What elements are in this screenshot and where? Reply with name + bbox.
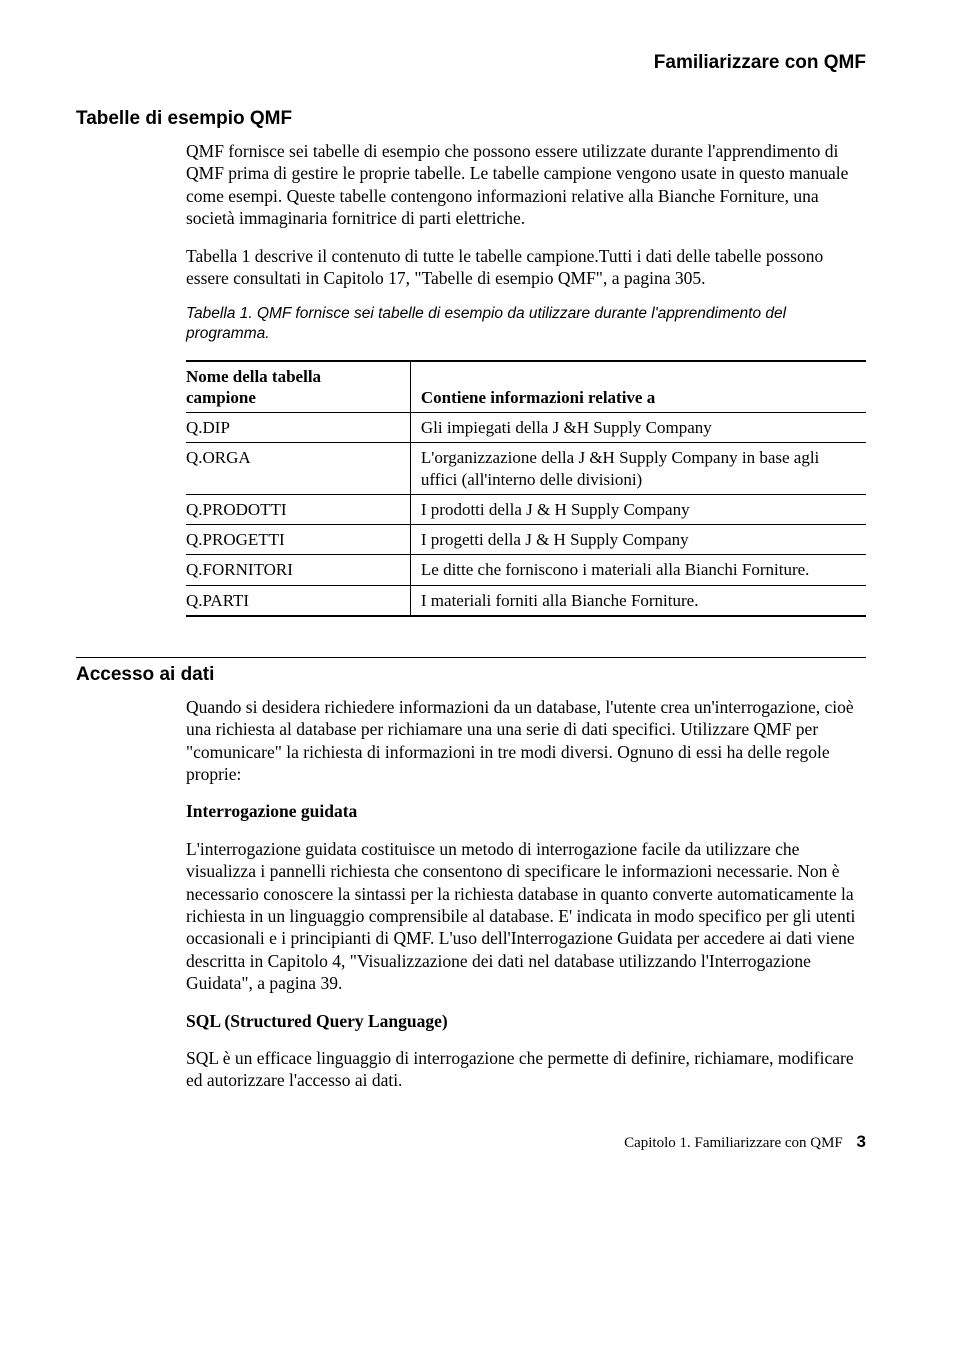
- page: Familiarizzare con QMF Tabelle di esempi…: [0, 0, 960, 1192]
- footer-chapter: Capitolo 1. Familiarizzare con QMF: [624, 1135, 843, 1151]
- term2: SQL (Structured Query Language): [186, 1010, 866, 1032]
- section2-heading: Accesso ai dati: [76, 664, 866, 686]
- table1-name: Q.FORNITORI: [186, 555, 410, 585]
- table1-name: Q.PRODOTTI: [186, 494, 410, 524]
- table-row: Q.PRODOTTI I prodotti della J & H Supply…: [186, 494, 866, 524]
- table-row: Q.PROGETTI I progetti della J & H Supply…: [186, 525, 866, 555]
- section-divider: [76, 657, 866, 658]
- section1-para1: QMF fornisce sei tabelle di esempio che …: [186, 140, 866, 230]
- table1-desc: I materiali forniti alla Bianche Fornitu…: [410, 585, 866, 616]
- section2-body: Quando si desidera richiedere informazio…: [186, 696, 866, 1092]
- table1-name: Q.PROGETTI: [186, 525, 410, 555]
- table1-desc: Gli impiegati della J &H Supply Company: [410, 413, 866, 443]
- footer-page-number: 3: [857, 1132, 866, 1151]
- table1: Nome della tabella campione Contiene inf…: [186, 360, 866, 617]
- table-row: Q.ORGA L'organizzazione della J &H Suppl…: [186, 443, 866, 495]
- table1-col1-header: Nome della tabella campione: [186, 361, 410, 413]
- table1-col2-header: Contiene informazioni relative a: [410, 361, 866, 413]
- table1-header-row: Nome della tabella campione Contiene inf…: [186, 361, 866, 413]
- table-row: Q.FORNITORI Le ditte che forniscono i ma…: [186, 555, 866, 585]
- def1: L'interrogazione guidata costituisce un …: [186, 838, 866, 995]
- table1-name: Q.ORGA: [186, 443, 410, 495]
- term1: Interrogazione guidata: [186, 800, 866, 822]
- table-row: Q.PARTI I materiali forniti alla Bianche…: [186, 585, 866, 616]
- def2: SQL è un efficace linguaggio di interrog…: [186, 1047, 866, 1092]
- section1-heading: Tabelle di esempio QMF: [76, 108, 866, 130]
- table1-caption: Tabella 1. QMF fornisce sei tabelle di e…: [186, 304, 866, 344]
- table1-desc: I prodotti della J & H Supply Company: [410, 494, 866, 524]
- table1-desc: L'organizzazione della J &H Supply Compa…: [410, 443, 866, 495]
- running-head: Familiarizzare con QMF: [76, 52, 866, 74]
- table1-name: Q.DIP: [186, 413, 410, 443]
- table1-desc: Le ditte che forniscono i materiali alla…: [410, 555, 866, 585]
- page-footer: Capitolo 1. Familiarizzare con QMF 3: [76, 1132, 866, 1152]
- table1-name: Q.PARTI: [186, 585, 410, 616]
- section1-para2: Tabella 1 descrive il contenuto di tutte…: [186, 245, 866, 290]
- section1-body: QMF fornisce sei tabelle di esempio che …: [186, 140, 866, 617]
- table1-desc: I progetti della J & H Supply Company: [410, 525, 866, 555]
- table-row: Q.DIP Gli impiegati della J &H Supply Co…: [186, 413, 866, 443]
- section2-para1: Quando si desidera richiedere informazio…: [186, 696, 866, 786]
